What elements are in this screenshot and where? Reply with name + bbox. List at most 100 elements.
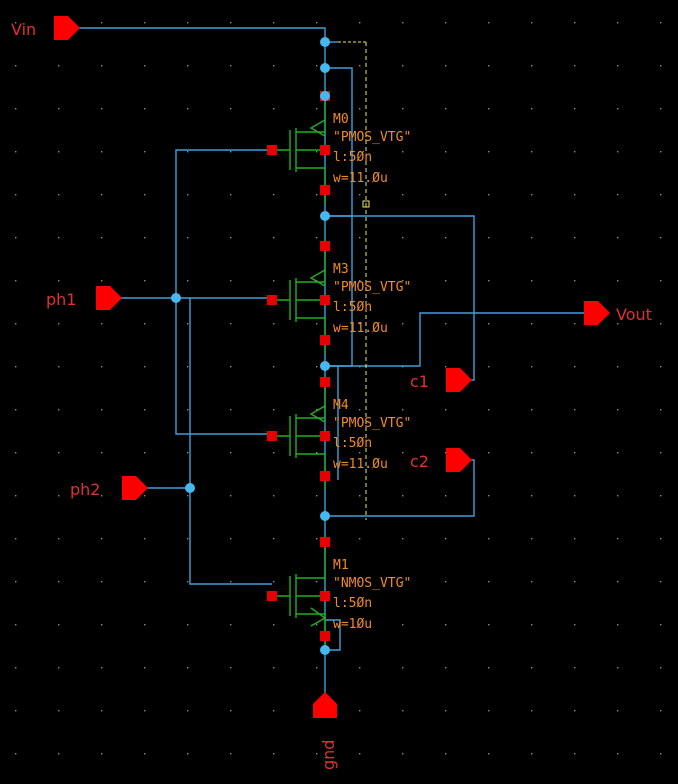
grid-dot — [660, 280, 662, 282]
grid-dot — [273, 495, 275, 497]
terminal[interactable] — [320, 631, 330, 641]
grid-dot — [273, 581, 275, 583]
grid-dot — [187, 452, 189, 454]
terminal[interactable] — [320, 377, 330, 387]
width-param: w=11.Øu — [333, 457, 388, 472]
grid-dot — [316, 409, 318, 411]
transistor-m3[interactable]: M3 "PMOS_VTG" l:5Øn w=11.Øu — [267, 241, 411, 354]
terminal[interactable] — [267, 145, 277, 155]
grid-dot — [531, 452, 533, 454]
grid-dot — [58, 323, 60, 325]
instance-name: M3 — [333, 262, 349, 277]
devices: M0 "PMOS_VTG" l:5Øn w=11.Øu M3 "PMOS_VTG" l:5Ø… — [267, 91, 411, 650]
grid-dot — [15, 624, 17, 626]
pin-label-gnd: gnd — [319, 740, 338, 770]
grid-dot — [402, 753, 404, 755]
grid-dot — [574, 366, 576, 368]
terminal[interactable] — [267, 431, 277, 441]
grid-dot — [402, 667, 404, 669]
grid-dot — [273, 452, 275, 454]
grid-dot — [359, 409, 361, 411]
length-param: l:5Øn — [333, 300, 372, 315]
grid-dot — [144, 667, 146, 669]
grid-dot — [273, 710, 275, 712]
grid-dot — [187, 581, 189, 583]
terminal[interactable] — [320, 145, 330, 155]
grid-dot — [15, 581, 17, 583]
terminal[interactable] — [320, 241, 330, 251]
selection-handle[interactable] — [362, 200, 370, 208]
grid-dot — [144, 22, 146, 24]
grid-dot — [574, 753, 576, 755]
grid-dot — [101, 22, 103, 24]
grid-dot — [445, 538, 447, 540]
grid-dot — [316, 237, 318, 239]
grid-dot — [273, 65, 275, 67]
pin-vin[interactable] — [54, 16, 80, 40]
terminal[interactable] — [267, 591, 277, 601]
grid-dot — [617, 323, 619, 325]
grid-dot — [58, 495, 60, 497]
grid-dot — [144, 753, 146, 755]
grid-dot — [15, 667, 17, 669]
grid-dot — [617, 237, 619, 239]
grid-dot — [445, 452, 447, 454]
grid-dot — [187, 323, 189, 325]
junction-m0-source — [320, 91, 330, 101]
terminal[interactable] — [320, 431, 330, 441]
grid-dot — [359, 753, 361, 755]
grid-dot — [574, 22, 576, 24]
model-name: "PMOS_VTG" — [333, 280, 411, 295]
grid-dot — [359, 237, 361, 239]
terminal[interactable] — [320, 335, 330, 345]
grid-dot — [574, 194, 576, 196]
terminal[interactable] — [267, 295, 277, 305]
junction-ph2 — [185, 483, 195, 493]
grid-dot — [402, 22, 404, 24]
grid-dot — [230, 452, 232, 454]
grid-dot — [488, 108, 490, 110]
grid-dot — [316, 65, 318, 67]
grid-dot — [101, 237, 103, 239]
pin-c2[interactable] — [446, 448, 472, 472]
transistor-m4[interactable]: M4 "PMOS_VTG" l:5Øn w=11.Øu — [267, 377, 411, 490]
grid-dot — [316, 194, 318, 196]
grid-dot — [316, 538, 318, 540]
instance-name: M0 — [333, 112, 349, 127]
terminal[interactable] — [320, 471, 330, 481]
pmos-arrow — [309, 405, 326, 423]
grid-dot — [488, 624, 490, 626]
grid-dot — [488, 667, 490, 669]
grid-dot — [273, 366, 275, 368]
transistor-m1[interactable]: M1 "NMOS_VTG" l:5Øn w=1Øu — [267, 537, 411, 650]
pin-ph1[interactable] — [96, 286, 122, 310]
grid-dot — [144, 624, 146, 626]
terminal[interactable] — [320, 185, 330, 195]
grid-dot — [101, 624, 103, 626]
grid-dot — [574, 624, 576, 626]
pin-c1[interactable] — [446, 368, 472, 392]
grid-dot — [101, 366, 103, 368]
grid-dot — [445, 237, 447, 239]
terminal[interactable] — [320, 537, 330, 547]
grid-dots — [15, 22, 662, 755]
grid-dot — [359, 151, 361, 153]
pin-ph2[interactable] — [122, 476, 148, 500]
grid-dot — [144, 323, 146, 325]
wire-m0-bulk — [325, 67, 353, 216]
grid-dot — [488, 323, 490, 325]
grid-dot — [488, 280, 490, 282]
grid-dot — [58, 753, 60, 755]
pin-vout[interactable] — [584, 301, 610, 325]
grid-dot — [58, 65, 60, 67]
terminal[interactable] — [320, 591, 330, 601]
terminal[interactable] — [320, 295, 330, 305]
grid-dot — [187, 194, 189, 196]
grid-dot — [660, 65, 662, 67]
grid-dot — [660, 753, 662, 755]
grid-dot — [15, 495, 17, 497]
grid-dot — [144, 366, 146, 368]
pin-gnd[interactable] — [313, 692, 337, 718]
grid-dot — [445, 495, 447, 497]
grid-dot — [574, 710, 576, 712]
